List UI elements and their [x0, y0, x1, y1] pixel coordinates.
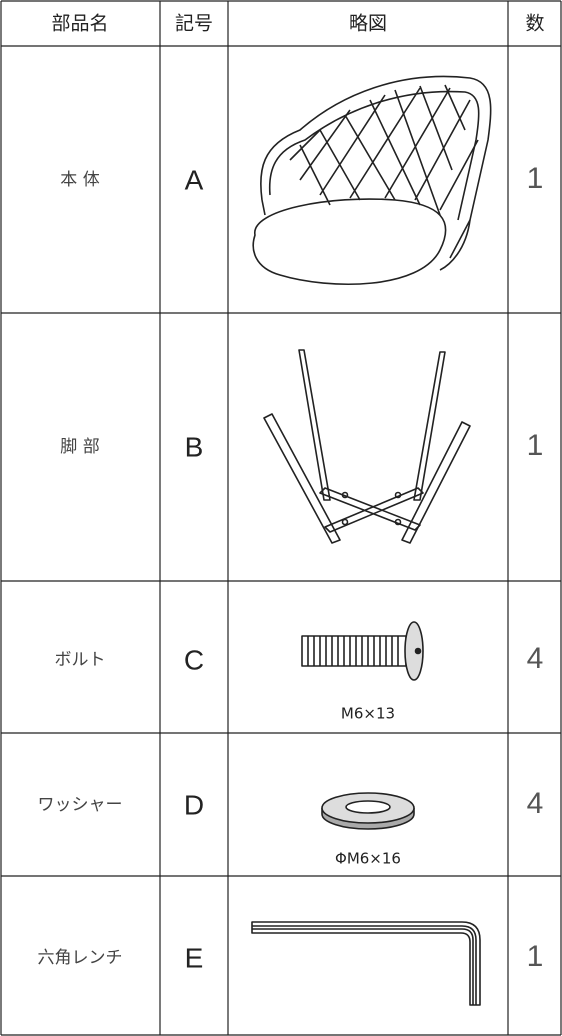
part-caption: ΦM6×16 — [335, 850, 401, 868]
part-name: ボルト — [55, 650, 106, 670]
part-symbol: C — [184, 644, 204, 675]
part-quantity: 1 — [527, 162, 544, 195]
chair-body-sketch — [252, 75, 492, 285]
part-symbol: D — [184, 789, 204, 820]
part-symbol: A — [185, 164, 204, 195]
part-quantity: 4 — [527, 642, 544, 675]
part-quantity: 1 — [527, 940, 544, 973]
part-name: 脚 部 — [60, 437, 99, 457]
header-cell: 略図 — [349, 13, 387, 35]
header-cell: 数 — [525, 13, 544, 35]
part-symbol: B — [185, 431, 204, 462]
part-symbol: E — [185, 942, 204, 973]
header-cell: 記号 — [175, 13, 213, 35]
part-name: ワッシャー — [38, 795, 123, 815]
hex-key-sketch — [251, 921, 481, 1006]
part-name: 本 体 — [60, 170, 99, 190]
part-quantity: 1 — [527, 429, 544, 462]
bolt-sketch — [301, 621, 424, 681]
part-quantity: 4 — [527, 787, 544, 820]
legs-sketch — [263, 349, 471, 544]
header-cell: 部品名 — [51, 13, 108, 35]
part-caption: M6×13 — [341, 705, 395, 723]
washer-sketch — [321, 792, 415, 830]
part-name: 六角レンチ — [38, 948, 123, 968]
